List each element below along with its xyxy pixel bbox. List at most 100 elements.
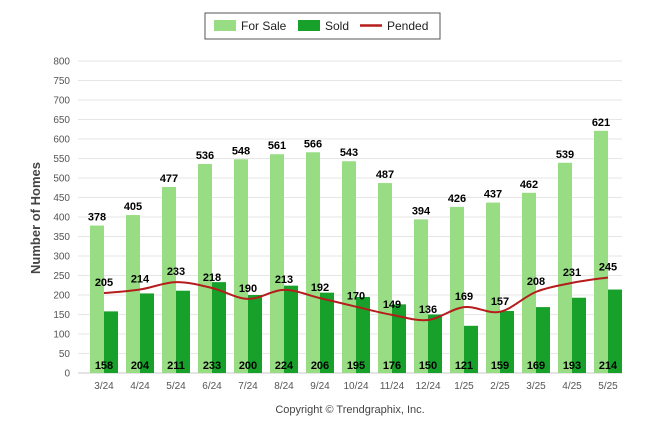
legend-box	[204, 12, 441, 40]
label-sold: 206	[311, 360, 329, 372]
label-for-sale: 621	[592, 117, 610, 129]
y-axis-ticks: 0 50 100 150 200 250 300 350 400 450 500 550 600 650 7…	[53, 57, 70, 380]
bar-sold	[356, 296, 370, 373]
label-sold: 150	[419, 360, 437, 372]
bar-sold	[464, 325, 478, 373]
y-tick-label: 450	[53, 193, 70, 204]
x-axis-ticks: 3/24 4/24 5/24 6/24 7/24 8/24 9/24 10/24 11/24 12…	[94, 381, 618, 392]
x-tick-label: 7/24	[238, 381, 258, 392]
x-tick-label: 6/24	[202, 381, 222, 392]
legend-swatch-sold	[298, 20, 320, 31]
x-tick-label: 5/25	[598, 381, 618, 392]
label-sold: 121	[455, 360, 473, 372]
bar-for-sale	[90, 225, 104, 373]
bar-for-sale	[126, 215, 140, 373]
x-tick-label: 9/24	[310, 381, 330, 392]
bar-sold	[212, 282, 226, 373]
label-pended: 170	[347, 291, 365, 303]
bar-for-sale	[162, 186, 176, 373]
y-tick-label: 0	[64, 369, 70, 380]
bars	[90, 130, 622, 373]
bar-for-sale	[558, 162, 572, 373]
x-tick-label: 12/24	[415, 381, 440, 392]
x-tick-label: 2/25	[490, 381, 510, 392]
y-tick-label: 800	[53, 57, 70, 68]
y-tick-label: 100	[53, 330, 70, 341]
y-tick-label: 150	[53, 310, 70, 321]
x-tick-label: 11/24	[380, 381, 405, 392]
y-tick-label: 200	[53, 291, 70, 302]
label-for-sale: 536	[196, 150, 214, 162]
y-tick-label: 350	[53, 232, 70, 243]
label-for-sale: 437	[484, 189, 502, 201]
x-tick-label: 3/25	[526, 381, 546, 392]
label-for-sale: 394	[412, 205, 431, 217]
label-sold: 224	[275, 360, 294, 372]
label-sold: 233	[203, 360, 221, 372]
label-pended: 149	[383, 299, 401, 311]
bar-for-sale	[342, 161, 356, 373]
label-for-sale: 426	[448, 193, 466, 205]
bar-for-sale	[450, 206, 464, 373]
copyright-text: Copyright © Trendgraphix, Inc.	[275, 404, 424, 416]
bar-sold	[140, 293, 154, 373]
label-sold: 158	[95, 360, 113, 372]
legend-label-pended: Pended	[387, 19, 428, 33]
bar-sold	[608, 289, 622, 373]
pended-line	[103, 276, 609, 322]
label-for-sale: 477	[160, 173, 178, 185]
x-tick-label: 10/24	[343, 381, 368, 392]
label-for-sale: 378	[88, 212, 106, 224]
pended-line-layer	[103, 276, 609, 322]
label-for-sale: 561	[268, 140, 286, 152]
bar-sold	[284, 285, 298, 373]
y-tick-label: 550	[53, 154, 70, 165]
bar-sold	[320, 292, 334, 373]
x-tick-label: 4/25	[562, 381, 582, 392]
label-pended: 213	[275, 274, 293, 286]
label-pended: 214	[131, 274, 150, 286]
label-pended: 169	[455, 291, 473, 303]
label-sold: 214	[599, 360, 618, 372]
legend-label-sold: Sold	[325, 19, 349, 33]
label-sold: 204	[131, 360, 150, 372]
label-for-sale: 462	[520, 179, 538, 191]
label-for-sale: 405	[124, 201, 142, 213]
data-labels: 378 158 205 405 204 214 477 211 233 536 233 218 548 2…	[88, 117, 618, 372]
y-tick-label: 400	[53, 213, 70, 224]
bar-sold	[248, 295, 262, 373]
bar-sold	[104, 311, 118, 373]
bar-for-sale	[522, 192, 536, 373]
bar-sold	[176, 290, 190, 373]
label-pended: 245	[599, 261, 617, 273]
label-for-sale: 539	[556, 149, 574, 161]
bar-for-sale	[486, 202, 500, 373]
y-tick-label: 50	[59, 349, 71, 360]
label-sold: 195	[347, 360, 365, 372]
label-pended: 208	[527, 276, 545, 288]
x-tick-label: 4/24	[130, 381, 150, 392]
bar-for-sale	[594, 130, 608, 373]
y-axis-label: Number of Homes	[28, 162, 43, 274]
y-tick-label: 600	[53, 135, 70, 146]
bar-for-sale	[270, 154, 284, 373]
y-tick-label: 750	[53, 76, 70, 87]
label-pended: 231	[563, 267, 581, 279]
bar-for-sale	[414, 219, 428, 373]
x-tick-label: 3/24	[94, 381, 114, 392]
label-for-sale: 548	[232, 145, 250, 157]
legend-swatch-for-sale	[214, 20, 236, 31]
label-sold: 159	[491, 360, 509, 372]
label-sold: 169	[527, 360, 545, 372]
y-tick-label: 500	[53, 174, 70, 185]
bar-sold	[500, 310, 514, 373]
label-pended: 192	[311, 282, 329, 294]
y-tick-label: 300	[53, 252, 70, 263]
bar-sold	[392, 304, 406, 373]
label-pended: 190	[239, 283, 257, 295]
label-for-sale: 543	[340, 147, 358, 159]
bar-for-sale	[378, 183, 392, 373]
label-sold: 193	[563, 360, 581, 372]
bar-sold	[536, 307, 550, 373]
y-tick-label: 650	[53, 115, 70, 126]
